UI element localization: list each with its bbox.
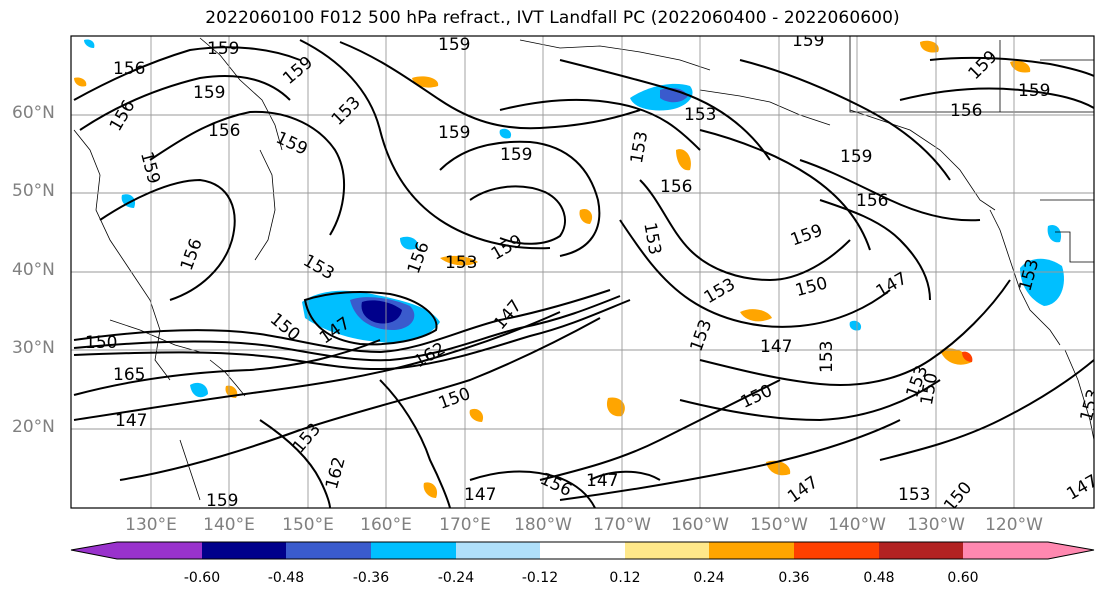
contour-label: 162 <box>411 339 449 373</box>
contour-label: 153 <box>701 274 739 308</box>
colorbar-tick-label: -0.24 <box>437 570 475 586</box>
contour-label: 159 <box>136 150 164 187</box>
contour-label: 159 <box>273 128 311 160</box>
contour-label: 150 <box>793 273 830 301</box>
contour-label: 153 <box>898 485 930 505</box>
lat-label: 60°N <box>12 103 55 123</box>
colorbar-tick-label: 0.48 <box>863 570 895 586</box>
lat-label: 40°N <box>12 260 55 280</box>
lon-label: 140°W <box>828 515 886 535</box>
map-frame <box>70 35 1095 509</box>
contour-label: 156 <box>660 177 692 197</box>
contour-label: 159 <box>279 53 317 89</box>
lon-label: 150°W <box>750 515 808 535</box>
colorbar-tick-label: -0.48 <box>267 570 305 586</box>
colorbar-tick-label: 0.36 <box>778 570 810 586</box>
colorbar-tick-label: -0.36 <box>352 570 390 586</box>
contour-label: 153 <box>328 93 365 130</box>
contour-label: 165 <box>113 365 145 385</box>
contour-label: 159 <box>438 123 470 143</box>
contour-label: 147 <box>784 472 822 507</box>
contour-label: 147 <box>115 411 147 431</box>
contour-label: 147 <box>873 268 911 302</box>
contour-label: 159 <box>840 147 872 167</box>
contour-label: 156 <box>208 121 240 141</box>
lon-label: 140°E <box>203 515 255 535</box>
colorbar-tick-label: -0.60 <box>183 570 221 586</box>
contour-label: 153 <box>687 317 717 354</box>
contour-label: 159 <box>1018 81 1050 101</box>
contour-label: 153 <box>445 253 477 273</box>
lon-label: 180°W <box>514 515 572 535</box>
lon-label: 160°E <box>360 515 412 535</box>
contour-label: 159 <box>500 145 532 165</box>
map-title: 2022060100 F012 500 hPa refract., IVT La… <box>205 8 900 28</box>
lon-label: 130°W <box>907 515 965 535</box>
contour-label: 150 <box>940 478 976 516</box>
contour-label: 159 <box>438 35 470 55</box>
contour-label: 153 <box>627 130 652 165</box>
contour-label: 156 <box>856 191 888 211</box>
lon-label: 160°W <box>671 515 729 535</box>
contour-label: 153 <box>639 221 664 256</box>
contour-label: 159 <box>792 31 824 51</box>
lon-label: 120°W <box>985 515 1043 535</box>
contour-label: 147 <box>464 485 496 505</box>
lon-label: 170°E <box>439 515 491 535</box>
contour-label: 159 <box>206 491 238 511</box>
lon-label: 130°E <box>125 515 177 535</box>
contour-label: 147 <box>760 337 792 357</box>
contour-label: 159 <box>488 231 526 265</box>
contour-lines <box>73 39 1094 508</box>
lat-label: 30°N <box>12 338 55 358</box>
lat-label: 50°N <box>12 181 55 201</box>
contour-label: 159 <box>964 47 1001 84</box>
contour-label: 150 <box>85 333 117 353</box>
contour-label: 156 <box>113 59 145 79</box>
contour-label: 156 <box>537 469 575 501</box>
colorbar-tick-label: -0.12 <box>521 570 559 586</box>
colorbar-tick-label: 0.12 <box>609 570 641 586</box>
contour-label: 147 <box>586 471 618 491</box>
lon-label: 150°E <box>282 515 334 535</box>
contour-label: 153 <box>1077 387 1105 424</box>
contour-label: 150 <box>917 371 942 406</box>
contour-label: 156 <box>950 101 982 121</box>
contour-label: 147 <box>1063 471 1101 505</box>
contour-label: 159 <box>788 221 825 251</box>
contour-label: 153 <box>684 105 716 125</box>
contour-labels: 159 159 159 156 159 159 156 153 156 159 … <box>85 31 1105 516</box>
contour-label: 159 <box>207 39 239 59</box>
contour-label: 156 <box>177 236 207 273</box>
contour-label: 153 <box>817 341 837 373</box>
graticule <box>71 36 1094 508</box>
contour-label: 162 <box>322 455 350 492</box>
contour-label: 156 <box>106 97 140 135</box>
colorbar-tick-label: 0.24 <box>693 570 725 586</box>
lat-label: 20°N <box>12 417 55 437</box>
lon-label: 170°W <box>593 515 651 535</box>
contour-label: 159 <box>193 83 225 103</box>
contour-label: 153 <box>289 420 325 458</box>
coastlines <box>73 36 1094 501</box>
shading-layer <box>74 39 1064 498</box>
colorbar-tick-label: 0.60 <box>947 570 979 586</box>
contour-label: 153 <box>300 251 338 285</box>
